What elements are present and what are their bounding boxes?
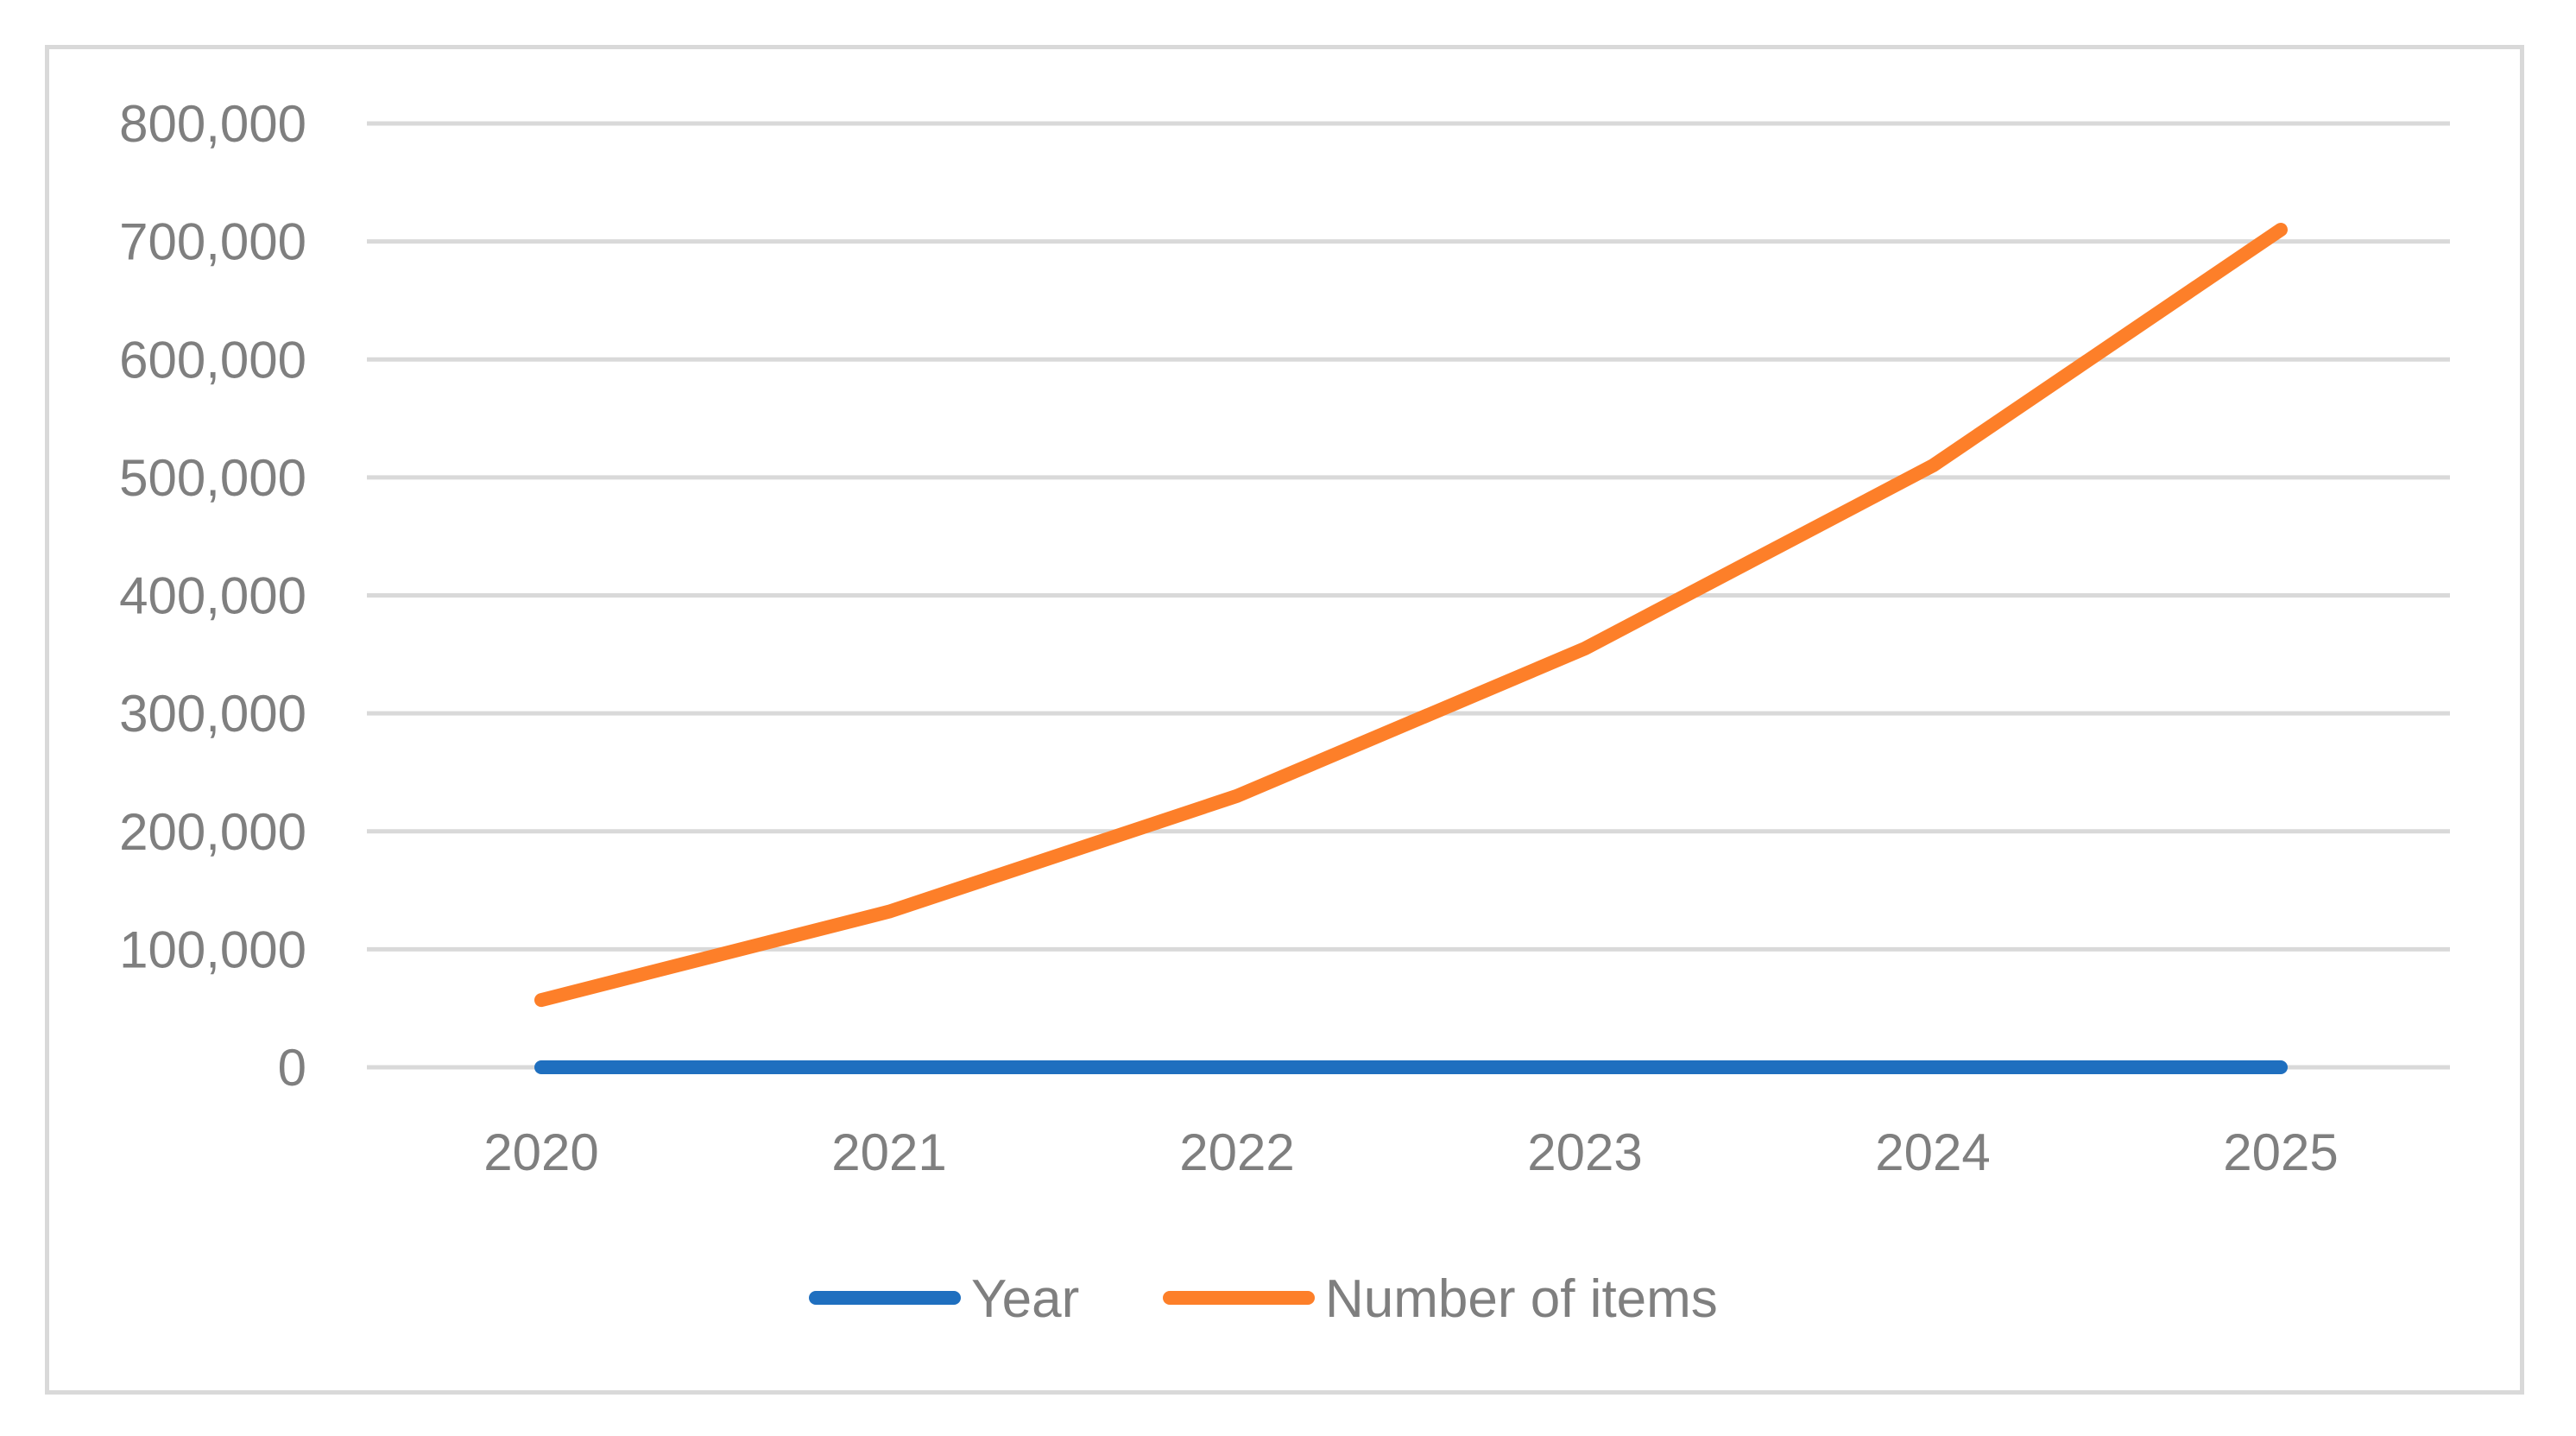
y-tick-label: 600,000 [119,331,306,389]
y-tick-label: 500,000 [119,449,306,507]
gridlines [367,121,2450,1070]
y-tick-label: 700,000 [119,213,306,271]
y-tick-label: 800,000 [119,95,306,153]
y-tick-label: 300,000 [119,685,306,743]
legend-label-1: Number of items [1325,1269,1718,1329]
y-axis-tick-labels: 0 100,000 200,000 300,000 400,000 500,000 600,… [119,95,306,1097]
x-tick-label: 2023 [1527,1123,1642,1181]
series-line-1 [534,222,2288,1008]
x-tick-label: 2025 [2223,1123,2338,1181]
x-tick-label: 2021 [831,1123,946,1181]
y-tick-label: 100,000 [119,920,306,978]
x-axis-tick-labels: 2020 2021 2022 2023 2024 2025 [483,1123,2338,1181]
legend: Year Number of items [809,1269,1718,1329]
y-tick-label: 0 [278,1039,306,1097]
x-tick-label: 2022 [1179,1123,1294,1181]
chart-frame [45,45,2524,1395]
y-tick-label: 400,000 [119,567,306,625]
x-tick-label: 2020 [483,1123,598,1181]
x-tick-label: 2024 [1875,1123,1990,1181]
series-lines [534,222,2288,1074]
y-tick-label: 200,000 [119,803,306,861]
legend-label-0: Year [971,1269,1079,1329]
